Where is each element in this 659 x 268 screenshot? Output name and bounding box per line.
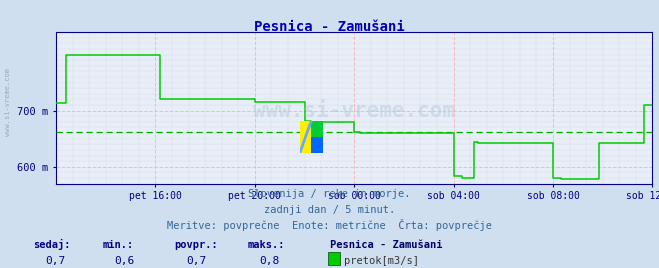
Text: 0,8: 0,8 (259, 256, 279, 266)
Text: 0,7: 0,7 (186, 256, 207, 266)
Text: Slovenija / reke in morje.: Slovenija / reke in morje. (248, 189, 411, 199)
Text: sedaj:: sedaj: (33, 239, 71, 250)
Text: pretok[m3/s]: pretok[m3/s] (344, 256, 419, 266)
Bar (312, 137, 323, 153)
Bar (300, 121, 312, 153)
Text: Pesnica - Zamušani: Pesnica - Zamušani (254, 20, 405, 34)
Text: 0,6: 0,6 (114, 256, 134, 266)
Text: povpr.:: povpr.: (175, 240, 218, 250)
Text: Meritve: povprečne  Enote: metrične  Črta: povprečje: Meritve: povprečne Enote: metrične Črta:… (167, 219, 492, 231)
Bar (312, 121, 323, 137)
Text: maks.:: maks.: (247, 240, 285, 250)
Text: 0,7: 0,7 (45, 256, 65, 266)
Text: min.:: min.: (102, 240, 133, 250)
Text: zadnji dan / 5 minut.: zadnji dan / 5 minut. (264, 205, 395, 215)
Text: www.si-vreme.com: www.si-vreme.com (253, 101, 455, 121)
Text: www.si-vreme.com: www.si-vreme.com (5, 68, 11, 136)
Text: Pesnica - Zamušani: Pesnica - Zamušani (330, 240, 442, 250)
